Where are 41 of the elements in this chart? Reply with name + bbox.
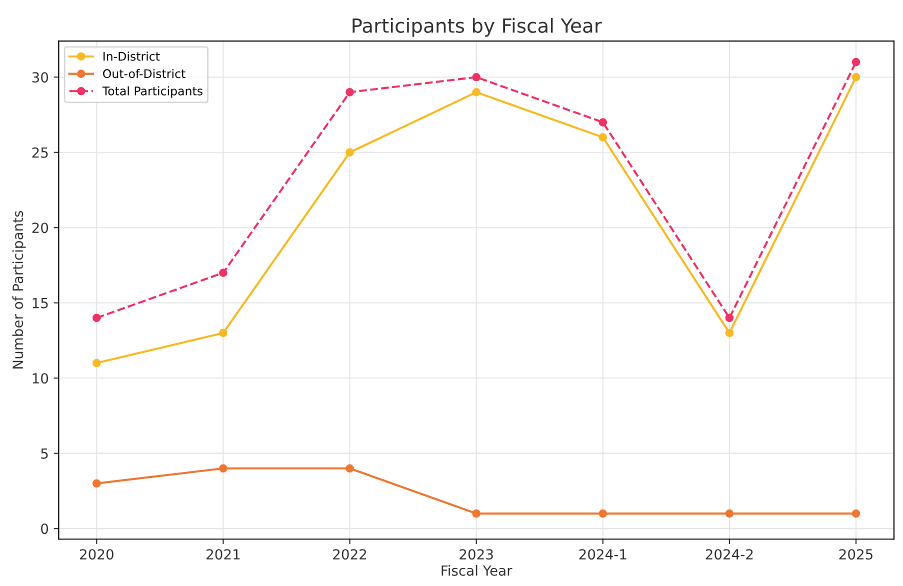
x-tick-label: 2024-1 — [579, 549, 626, 560]
legend-label: Total Participants — [102, 86, 202, 98]
point — [346, 464, 354, 473]
point — [472, 509, 480, 518]
point — [852, 72, 860, 82]
point — [852, 509, 860, 518]
point — [346, 148, 354, 157]
y-tick-label: 25 — [32, 147, 48, 158]
x-axis-title: Fiscal Year — [442, 565, 512, 576]
point — [598, 133, 608, 142]
point — [472, 72, 480, 82]
point — [598, 509, 608, 518]
y-tick-label: 15 — [32, 298, 48, 308]
point — [725, 328, 734, 338]
y-axis-title: Number of Participants — [12, 210, 26, 368]
point — [472, 88, 480, 96]
y-tick-label: 30 — [32, 72, 48, 83]
x-tick-label: 2023 — [460, 549, 493, 560]
point — [219, 464, 228, 473]
point — [219, 268, 228, 277]
x-tick-label: 2021 — [206, 549, 240, 560]
point — [346, 88, 354, 96]
point — [598, 118, 608, 126]
point — [92, 314, 101, 322]
point — [725, 314, 734, 322]
point — [92, 358, 101, 368]
y-tick-label: 0 — [41, 524, 48, 534]
x-tick-label: 2022 — [333, 549, 366, 560]
point — [219, 328, 228, 338]
legend-label: In-District — [104, 52, 160, 61]
x-tick-label: 2025 — [839, 549, 872, 560]
point — [725, 509, 734, 518]
x-tick-label: 2020 — [80, 549, 114, 560]
point — [92, 479, 101, 488]
point — [852, 58, 860, 66]
y-tick-label: 5 — [41, 448, 48, 459]
y-tick-label: 20 — [32, 222, 48, 234]
chart-title: Participants by Fiscal Year — [352, 18, 602, 37]
x-tick-label: 2024-2 — [706, 549, 753, 560]
y-tick-label: 10 — [32, 373, 48, 384]
legend-label: Out-of-District — [103, 68, 186, 78]
